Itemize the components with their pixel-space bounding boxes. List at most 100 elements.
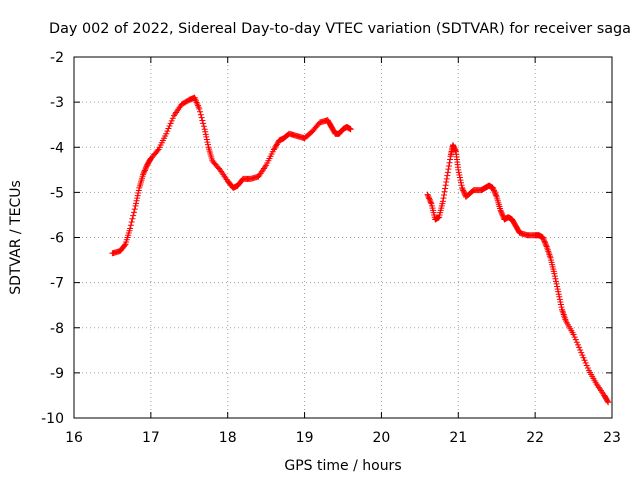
chart-title: Day 002 of 2022, Sidereal Day-to-day VTE…: [49, 21, 631, 37]
data-point-marker: [441, 188, 448, 195]
data-point-marker: [447, 156, 454, 163]
data-point-marker: [197, 111, 204, 118]
data-point-marker: [540, 237, 547, 244]
data-point-marker: [552, 275, 559, 282]
data-point-marker: [577, 346, 584, 353]
y-tick-label: -6: [50, 231, 64, 247]
data-point-marker: [200, 120, 207, 127]
data-point-marker: [490, 187, 497, 194]
data-point-marker: [555, 291, 562, 298]
data-point-marker: [444, 172, 451, 179]
data-point-marker: [200, 123, 207, 130]
x-axis-label: GPS time / hours: [284, 458, 401, 474]
data-point-marker: [424, 191, 431, 198]
data-point-marker: [443, 175, 450, 182]
data-point-marker: [558, 304, 565, 311]
data-point-marker: [197, 108, 204, 115]
data-point-marker: [203, 136, 210, 143]
y-tick-label: -3: [50, 95, 64, 111]
data-point-marker: [555, 288, 562, 295]
data-point-marker: [130, 212, 137, 219]
data-point-marker: [571, 334, 578, 341]
data-point-marker: [140, 171, 147, 178]
data-point-marker: [490, 186, 497, 193]
data-point-marker: [163, 130, 170, 137]
data-point-marker: [459, 184, 466, 191]
data-point-marker: [498, 208, 505, 215]
x-tick-label: 23: [603, 430, 621, 446]
data-point-marker: [605, 399, 612, 406]
y-tick-label: -10: [41, 411, 64, 427]
y-tick-label: -4: [50, 140, 64, 156]
data-point-marker: [130, 209, 137, 216]
data-point-marker: [554, 286, 561, 293]
data-point-marker: [442, 182, 449, 189]
y-axis-label: SDTVAR / TECUs: [8, 180, 24, 295]
data-point-marker: [129, 215, 136, 222]
data-point-marker: [497, 207, 504, 214]
x-tick-label: 22: [526, 430, 544, 446]
data-point-marker: [202, 128, 209, 135]
data-point-marker: [491, 188, 498, 195]
data-point-marker: [556, 293, 563, 300]
data-point-marker: [202, 131, 209, 138]
data-point-marker: [201, 126, 208, 133]
data-point-marker: [572, 336, 579, 343]
data-point-marker: [581, 357, 588, 364]
data-point-marker: [135, 190, 142, 197]
data-point-marker: [456, 174, 463, 181]
data-point-marker: [493, 192, 500, 199]
x-tick-label: 19: [296, 430, 314, 446]
y-tick-label: -9: [50, 366, 64, 382]
data-point-marker: [578, 349, 585, 356]
data-point-marker: [553, 280, 560, 287]
data-point-marker: [199, 117, 206, 124]
data-point-marker: [127, 222, 134, 229]
data-point-marker: [445, 162, 452, 169]
data-point-marker: [582, 359, 589, 366]
data-point-marker: [498, 210, 505, 217]
y-tick-label: -7: [50, 276, 64, 292]
data-point-marker: [167, 120, 174, 127]
data-point-marker: [492, 190, 499, 197]
data-point-marker: [446, 159, 453, 166]
data-point-marker: [457, 177, 464, 184]
data-point-marker: [492, 191, 499, 198]
data-point-marker: [198, 114, 205, 121]
data-point-marker: [499, 211, 506, 218]
data-point-marker: [459, 186, 466, 193]
data-point-marker: [168, 117, 175, 124]
x-tick-label: 17: [142, 430, 160, 446]
x-tick-label: 20: [373, 430, 391, 446]
data-point-marker: [133, 200, 140, 207]
data-point-marker: [539, 234, 546, 241]
tick-labels: 16 17 18 19 20 21 22 23 -2 -3 -4 -5 -6 -7 -8 -9 -10: [41, 50, 621, 446]
data-point-marker: [584, 365, 591, 372]
data-point-marker: [551, 273, 558, 280]
data-point-marker: [196, 105, 203, 112]
y-tick-label: -2: [50, 50, 64, 66]
data-point-marker: [134, 192, 141, 199]
data-point-marker: [573, 339, 580, 346]
data-point-marker: [583, 362, 590, 369]
data-point-marker: [127, 225, 134, 232]
data-point-marker: [439, 198, 446, 205]
data-point-marker: [461, 190, 468, 197]
data-point-marker: [142, 166, 149, 173]
data-point-marker: [142, 164, 149, 171]
data-point-marker: [570, 331, 577, 338]
data-point-marker: [489, 184, 496, 191]
y-tick-label: -5: [50, 185, 64, 201]
data-point-marker: [141, 167, 148, 174]
data-point-marker: [443, 179, 450, 186]
data-point-marker: [132, 202, 139, 209]
data-point-marker: [445, 166, 452, 173]
data-point-marker: [204, 141, 211, 148]
data-point-marker: [204, 139, 211, 146]
data-point-marker: [542, 240, 549, 247]
data-point-marker: [444, 169, 451, 176]
data-point-marker: [427, 199, 434, 206]
y-tick-label: -8: [50, 321, 64, 337]
data-point-marker: [574, 341, 581, 348]
